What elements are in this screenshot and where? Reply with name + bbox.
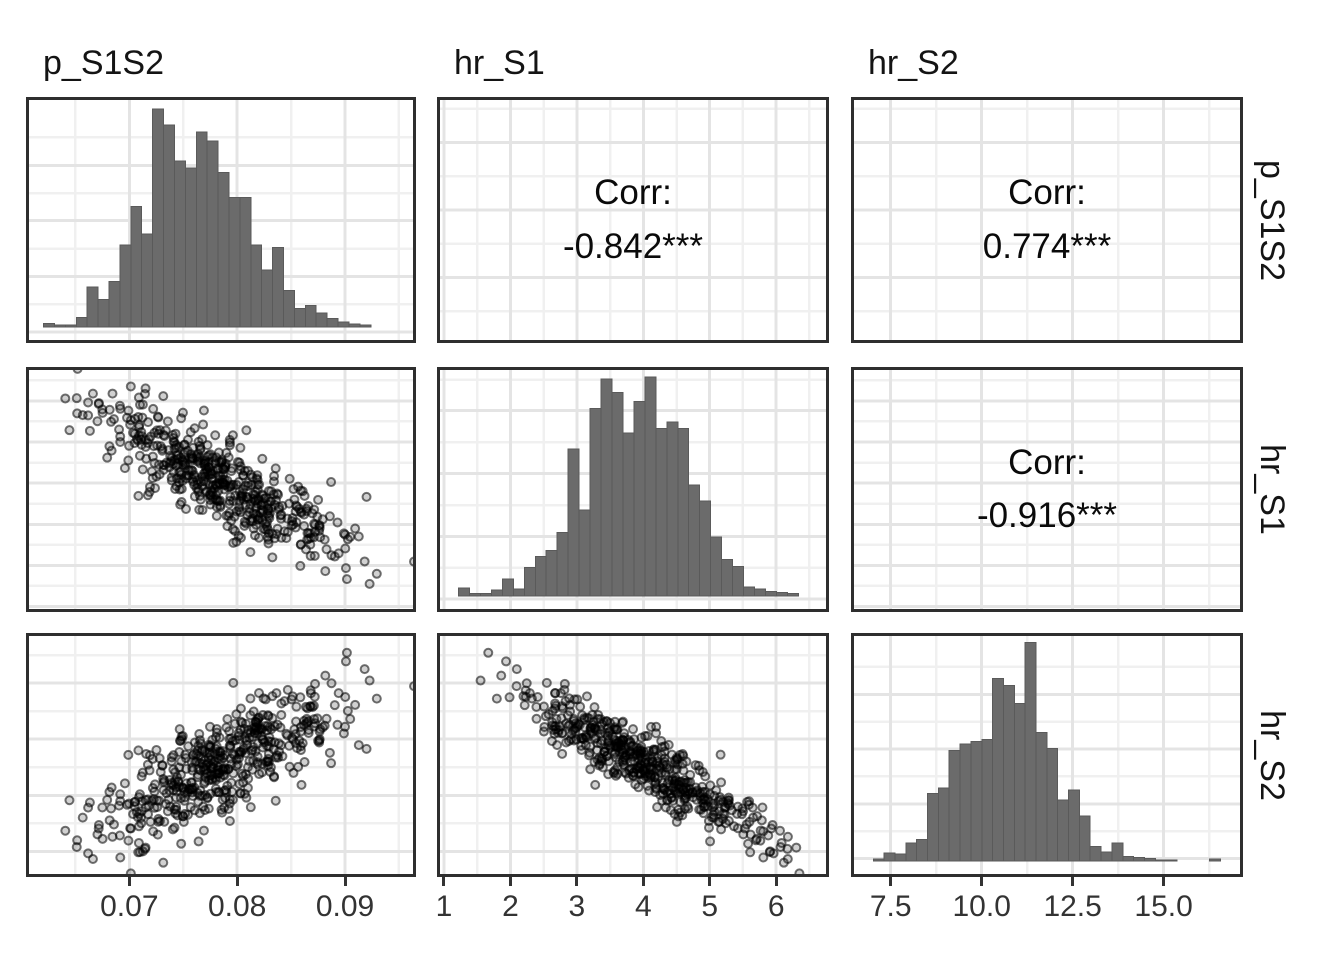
right-strip-hr_S2: hr_S2	[1243, 633, 1299, 877]
panel-corr-p_S1S2-hr_S1: Corr: -0.842***	[437, 97, 829, 343]
hist-canvas	[440, 370, 826, 609]
x-axis-tick-label: 5	[701, 890, 719, 923]
x-axis-tick	[641, 877, 645, 886]
x-axis-tick	[889, 877, 893, 886]
right-strip-label: p_S1S2	[1252, 159, 1291, 281]
corr-label: Corr:	[1008, 173, 1086, 212]
hist-canvas	[854, 636, 1240, 874]
x-axis-tick	[235, 877, 239, 886]
top-strip-label-hr_S1: hr_S1	[454, 44, 545, 82]
corr-label: Corr:	[1008, 442, 1086, 482]
corr-value: -0.916***	[976, 496, 1118, 535]
x-axis-tick-label: 3	[568, 890, 586, 923]
panel-histogram-hr_S2	[851, 633, 1243, 877]
corr-text-p_S1S2-hr_S2: Corr: 0.774***	[854, 100, 1240, 340]
panel-scatter-hr_S2-vs-hr_S1	[437, 633, 829, 877]
panel-corr-p_S1S2-hr_S2: Corr: 0.774***	[851, 97, 1243, 343]
top-strip-label-p_S1S2: p_S1S2	[43, 44, 164, 82]
x-axis-tick	[442, 877, 446, 886]
x-axis-tick	[708, 877, 712, 886]
x-axis-tick-label: 7.5	[869, 890, 912, 923]
right-strip-label: hr_S1	[1252, 444, 1291, 535]
x-axis-tick-label: 4	[634, 890, 652, 923]
x-axis-tick-label: 0.07	[100, 890, 159, 923]
corr-text-hr_S1-hr_S2: Corr: -0.916***	[854, 370, 1240, 609]
x-axis-tick-label: 6	[767, 890, 785, 923]
corr-canvas	[854, 100, 1240, 340]
panel-histogram-hr_S1	[437, 367, 829, 612]
x-axis-tick	[1071, 877, 1075, 886]
corr-canvas	[440, 100, 826, 340]
x-axis-tick-label: 12.5	[1043, 890, 1102, 923]
x-axis-tick	[575, 877, 579, 886]
x-axis-tick	[1162, 877, 1166, 886]
hist-canvas	[29, 100, 413, 340]
x-axis-tick-label: 1	[435, 890, 453, 923]
scatter-canvas	[440, 636, 826, 874]
panel-corr-hr_S1-hr_S2: Corr: -0.916***	[851, 367, 1243, 612]
corr-label: Corr:	[594, 173, 672, 212]
scatter-canvas	[29, 636, 413, 874]
corr-text-p_S1S2-hr_S1: Corr: -0.842***	[440, 100, 826, 340]
corr-value: -0.842***	[562, 226, 704, 266]
panel-scatter-hr_S2-vs-p_S1S2	[26, 633, 416, 877]
x-axis-tick-label: 0.08	[207, 890, 267, 923]
right-strip-label: hr_S2	[1252, 709, 1291, 801]
x-axis-tick	[980, 877, 984, 886]
corr-canvas	[854, 370, 1240, 609]
panel-histogram-p_S1S2	[26, 97, 416, 343]
x-axis-tick-label: 10.0	[952, 890, 1011, 923]
x-axis-tick	[774, 877, 778, 886]
corr-value: 0.774***	[982, 226, 1112, 266]
x-axis-tick	[127, 877, 131, 886]
right-strip-hr_S1: hr_S1	[1243, 367, 1299, 612]
panel-scatter-hr_S1-vs-p_S1S2	[26, 367, 416, 612]
right-strip-p_S1S2: p_S1S2	[1243, 97, 1299, 343]
x-axis-tick-label: 15.0	[1134, 890, 1193, 923]
top-strip-label-hr_S2: hr_S2	[868, 44, 959, 82]
x-axis-tick-label: 0.09	[315, 890, 375, 923]
x-axis-tick	[343, 877, 347, 886]
scatter-canvas	[29, 370, 413, 609]
x-axis-tick-label: 2	[502, 890, 519, 923]
x-axis-tick	[508, 877, 512, 886]
